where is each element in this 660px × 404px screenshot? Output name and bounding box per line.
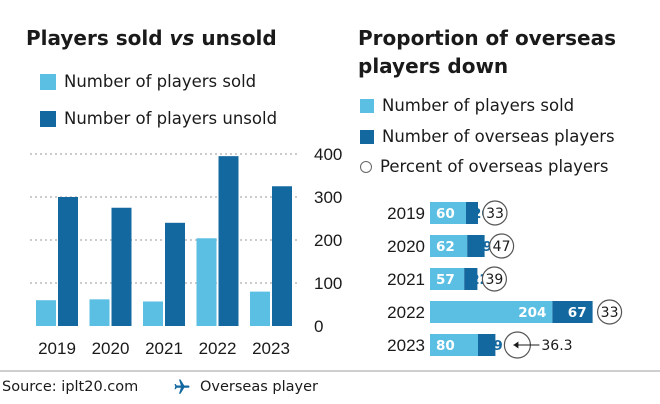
percent-value-label: 33	[486, 206, 504, 222]
right-legend-overseas-label: Number of overseas players	[382, 127, 615, 146]
bar-sold	[196, 238, 217, 326]
row-year-label: 2021	[387, 270, 425, 289]
left-legend-sold: Number of players sold	[40, 72, 256, 92]
sold-value-label: 204	[518, 305, 546, 321]
bar-overseas-horizontal	[466, 202, 478, 224]
overseas-value-label: 29	[473, 239, 492, 255]
right-legend-sold: Number of players sold	[360, 96, 574, 116]
y-tick-label: 200	[314, 231, 342, 250]
bar-unsold	[272, 186, 292, 326]
bar-sold-horizontal	[430, 301, 553, 323]
x-tick-label: 2021	[145, 339, 183, 358]
plane-icon	[174, 379, 190, 394]
left-chart-title: Players sold vs unsold	[26, 24, 277, 52]
bar-unsold	[218, 156, 239, 326]
left-legend-sold-label: Number of players sold	[64, 72, 257, 91]
sold-swatch-icon	[40, 74, 56, 90]
overseas-value-label: 29	[484, 338, 503, 354]
bar-sold	[143, 301, 163, 326]
right-legend-percent: Percent of overseas players	[360, 157, 608, 177]
sold-value-label: 62	[436, 239, 455, 255]
y-tick-label: 400	[314, 145, 342, 164]
row-year-label: 2020	[387, 237, 425, 256]
percent-value-label: 39	[485, 272, 503, 288]
bar-overseas-horizontal	[467, 235, 485, 257]
bar-overseas-horizontal	[552, 301, 593, 323]
bar-overseas-horizontal	[478, 334, 496, 356]
percent-circle	[482, 200, 508, 226]
bar-sold-horizontal	[430, 202, 466, 224]
right-legend-overseas: Number of overseas players	[360, 127, 615, 147]
bar-overseas-horizontal	[464, 268, 478, 290]
y-tick-label: 100	[314, 274, 342, 293]
right-legend-percent-label: Percent of overseas players	[380, 157, 609, 176]
x-tick-label: 2020	[92, 339, 130, 358]
row-year-label: 2023	[387, 336, 425, 355]
x-tick-label: 2022	[199, 339, 237, 358]
x-tick-label: 2019	[38, 339, 76, 358]
overseas-value-label: 67	[568, 305, 587, 321]
footer-divider	[0, 370, 660, 372]
overseas-note-label: Overseas player	[200, 379, 318, 395]
left-title-vs: vs	[169, 26, 195, 50]
y-tick-label: 0	[314, 317, 323, 336]
percent-circle	[481, 266, 507, 292]
percent-circle	[596, 299, 623, 325]
bar-unsold	[58, 197, 78, 326]
percent-value-label: 33	[601, 305, 619, 321]
left-title-part3: unsold	[194, 26, 277, 50]
bar-sold-horizontal	[430, 334, 478, 356]
overseas-note: Overseas player	[172, 378, 318, 396]
right-title-line2: players down	[358, 54, 509, 78]
sold-value-label: 57	[436, 272, 455, 288]
right-legend-sold-label: Number of players sold	[382, 96, 575, 115]
left-legend-unsold: Number of players unsold	[40, 109, 277, 129]
arrow-head-icon	[513, 341, 519, 349]
bar-sold-horizontal	[430, 235, 468, 257]
bar-unsold	[111, 207, 132, 326]
right-chart-title: Proportion of overseas players down	[358, 24, 616, 80]
y-tick-label: 300	[314, 188, 342, 207]
sold-value-label: 80	[436, 338, 455, 354]
unsold-swatch-icon	[40, 111, 56, 127]
row-year-label: 2022	[387, 303, 425, 322]
row-year-label: 2019	[387, 204, 425, 223]
right-title-line1: Proportion of overseas	[358, 26, 617, 50]
x-tick-label: 2023	[252, 339, 290, 358]
overseas-swatch-icon	[360, 130, 374, 144]
bar-sold	[250, 291, 270, 326]
right-sold-swatch-icon	[360, 99, 374, 113]
bar-sold-horizontal	[430, 268, 465, 290]
bar-unsold	[165, 222, 185, 326]
percent-value-label: 47	[493, 239, 511, 255]
bar-sold	[89, 299, 110, 326]
source-note: Source: iplt20.com	[2, 379, 139, 395]
percent-circle-icon	[360, 161, 372, 173]
bar-sold	[36, 300, 56, 326]
percent-circle	[489, 233, 515, 259]
left-legend-unsold-label: Number of players unsold	[64, 109, 278, 128]
sold-value-label: 60	[436, 206, 455, 222]
left-title-part1: Players sold	[26, 26, 170, 50]
percent-value-label: 36.3	[541, 338, 572, 354]
